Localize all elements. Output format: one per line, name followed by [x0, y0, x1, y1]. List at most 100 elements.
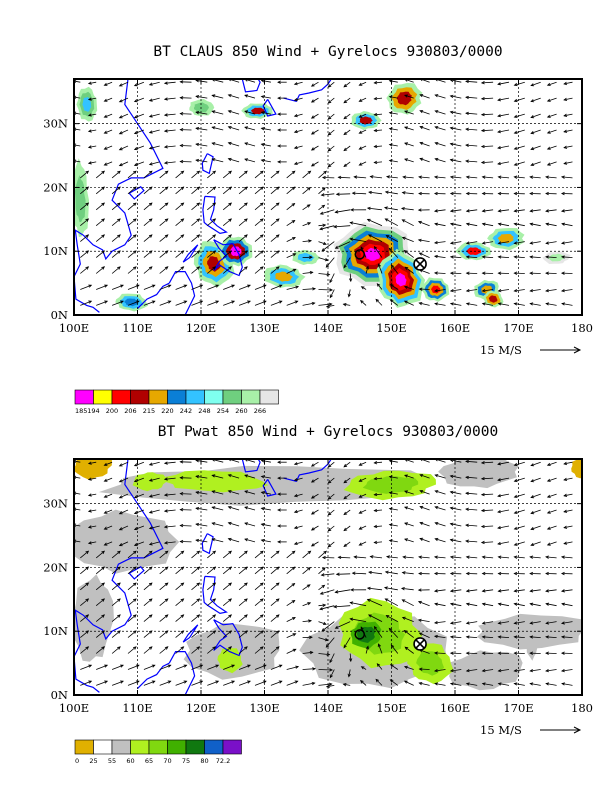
- wind-vector: [497, 113, 510, 118]
- wind-vector: [546, 493, 557, 498]
- wind-vector: [388, 539, 398, 543]
- wind-vector: [497, 271, 510, 275]
- wind-vector: [159, 550, 169, 559]
- wind-vector: [343, 477, 351, 484]
- wind-vector: [404, 522, 414, 527]
- lon-tick-label: 150E: [376, 701, 406, 715]
- wind-vector: [529, 555, 541, 559]
- wind-vector: [319, 209, 335, 215]
- wind-vector: [360, 679, 367, 686]
- wind-vector: [401, 599, 414, 607]
- wind-vector: [481, 621, 494, 625]
- wind-vector: [418, 667, 430, 671]
- wind-vector: [480, 112, 494, 117]
- wind-vector: [286, 253, 297, 258]
- wind-vector: [302, 301, 316, 306]
- wind-vector: [373, 112, 383, 117]
- wind-vector: [373, 81, 383, 85]
- wind-vector: [195, 126, 208, 131]
- wind-vector: [348, 273, 353, 283]
- wind-vector: [310, 541, 319, 547]
- wind-vector: [530, 129, 541, 135]
- wind-vector: [497, 255, 510, 259]
- wind-vector: [310, 477, 319, 483]
- wind-vector: [347, 669, 351, 678]
- wind-vector: [384, 190, 398, 195]
- wind-vector: [195, 506, 208, 511]
- wind-vector: [143, 664, 156, 670]
- wind-vector: [388, 143, 398, 147]
- wind-vector: [388, 475, 398, 479]
- wind-vector: [127, 202, 137, 211]
- wind-vector: [373, 128, 383, 133]
- wind-vector: [211, 94, 224, 99]
- wind-vector: [358, 113, 367, 118]
- field-contour: [395, 272, 407, 287]
- wind-vector: [211, 126, 224, 131]
- gyre-cross-marker: [413, 637, 427, 651]
- wind-vector: [497, 525, 510, 530]
- wind-vector: [373, 144, 383, 149]
- wind-vector: [310, 493, 319, 499]
- wind-vector: [329, 669, 335, 679]
- wind-vector: [163, 509, 176, 513]
- wind-vector: [513, 97, 525, 103]
- field-contour: [488, 295, 498, 303]
- wind-vector: [497, 635, 510, 639]
- wind-vector: [270, 284, 283, 290]
- gyre-circle-marker: [354, 249, 365, 260]
- wind-vector: [449, 110, 462, 115]
- wind-vector: [497, 602, 510, 607]
- wind-vector: [449, 126, 462, 131]
- wind-vector: [318, 223, 327, 227]
- colorbar-label: 254: [217, 407, 229, 415]
- wind-vector: [159, 680, 172, 686]
- wind-vector: [403, 300, 414, 306]
- wind-vector: [133, 145, 145, 151]
- wind-vector: [293, 525, 303, 530]
- wind-vector: [481, 222, 494, 227]
- wind-vector: [465, 621, 478, 625]
- wind-vector: [286, 566, 296, 575]
- wind-vector: [80, 646, 90, 654]
- wind-vector: [350, 588, 367, 592]
- wind-vector: [127, 170, 137, 179]
- wind-vector: [497, 571, 510, 576]
- wind-vector: [163, 477, 176, 481]
- wind-vector: [293, 161, 303, 165]
- wind-vector: [293, 461, 303, 466]
- wind-vector: [118, 97, 129, 103]
- wind-vector: [388, 159, 398, 163]
- wind-vector: [497, 161, 510, 166]
- wind-vector: [80, 630, 90, 638]
- bottom-wind-reference-arrow: [540, 726, 582, 734]
- wind-vector: [191, 250, 201, 258]
- wind-vector: [401, 236, 414, 242]
- wind-vector: [497, 97, 510, 102]
- coastline: [168, 651, 196, 695]
- wind-vector: [211, 110, 224, 115]
- wind-vector: [319, 605, 335, 611]
- wind-vector: [480, 524, 494, 529]
- wind-vector: [433, 191, 446, 196]
- wind-vector: [95, 614, 106, 622]
- wind-vector: [293, 509, 303, 514]
- wind-vector: [175, 550, 185, 559]
- wind-vector: [87, 129, 97, 133]
- wind-vector: [87, 541, 97, 545]
- field-contour: [124, 298, 139, 307]
- wind-vector: [545, 555, 557, 559]
- wind-vector: [96, 664, 109, 670]
- wind-vector: [497, 493, 510, 498]
- wind-vector: [513, 222, 525, 227]
- wind-vector: [260, 539, 271, 543]
- wind-vector: [179, 539, 192, 544]
- wind-vector: [327, 493, 335, 500]
- wind-vector: [433, 589, 446, 593]
- wind-vector: [111, 186, 121, 195]
- wind-vector: [159, 566, 169, 575]
- wind-vector: [103, 145, 113, 150]
- wind-vector: [318, 288, 334, 292]
- wind-vector: [318, 584, 326, 591]
- wind-vector: [270, 266, 280, 274]
